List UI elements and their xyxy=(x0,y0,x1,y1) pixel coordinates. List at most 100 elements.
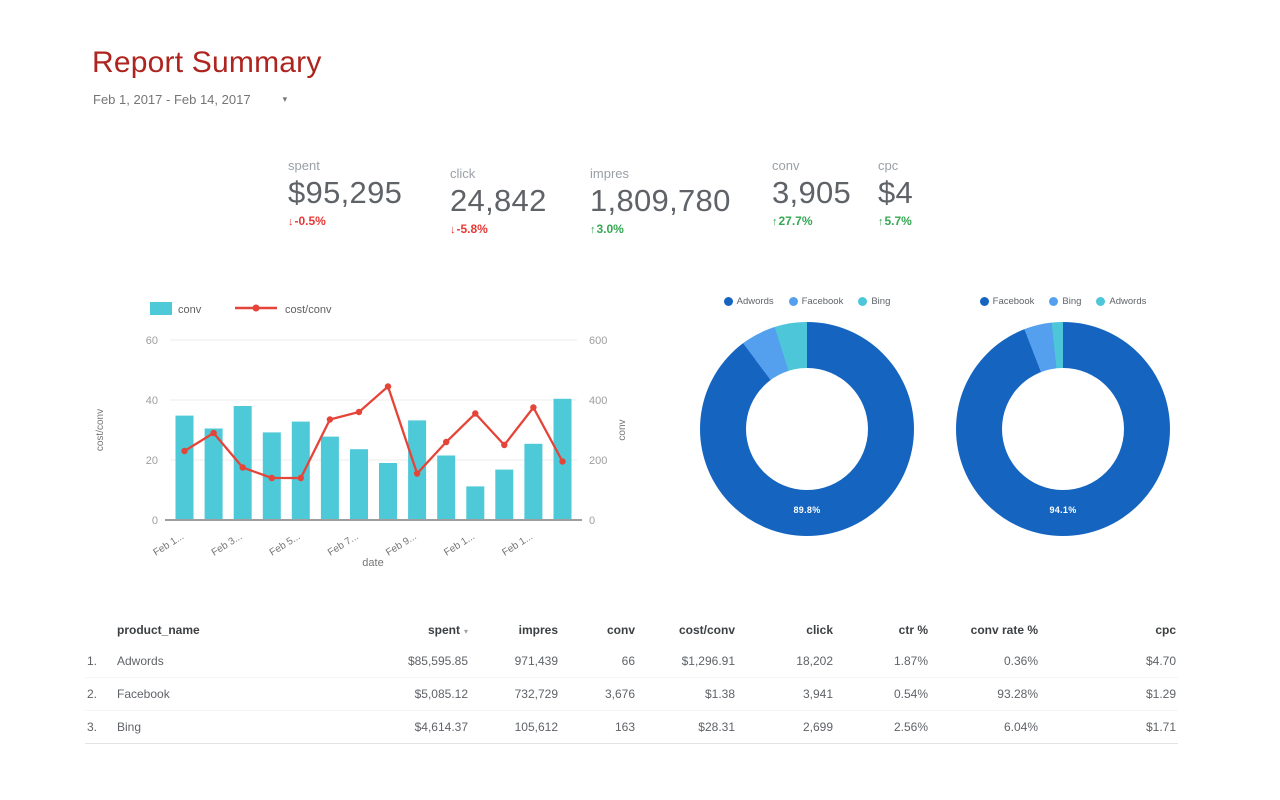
metric-value: 24,842 xyxy=(450,183,547,218)
legend-dot-icon xyxy=(1096,297,1106,306)
row-index: 2. xyxy=(87,687,98,701)
table-row: 2. Facebook $5,085.12 732,729 3,676 $1.38 3,94… xyxy=(85,678,1178,711)
legend-label: Facebook xyxy=(801,296,844,307)
slice-percentage-label: 94.1% xyxy=(1049,505,1077,515)
legend-dot-icon xyxy=(723,297,733,306)
chevron-down-icon: ▾ xyxy=(282,94,288,104)
left-axis-title: cost/conv xyxy=(95,409,106,451)
column-header-cpc[interactable]: cpc xyxy=(1155,623,1176,637)
column-header-conv-rate-[interactable]: conv rate % xyxy=(970,623,1038,637)
arrow-up-icon: ↑ xyxy=(878,216,884,228)
legend-label: Facebook xyxy=(992,296,1035,307)
metric-delta: ↓-5.8% xyxy=(450,222,488,236)
date-range-selector[interactable]: Feb 1, 2017 - Feb 14, 2017 ▾ xyxy=(93,92,287,107)
row-index: 3. xyxy=(87,720,98,734)
metric-label: conv xyxy=(772,158,800,173)
legend-label-costconv: cost/conv xyxy=(285,304,332,316)
arrow-up-icon: ↑ xyxy=(772,216,778,228)
bar-series-conv[interactable] xyxy=(175,398,572,520)
cell-click: 18,202 xyxy=(796,654,833,668)
x-axis-tick: Feb 1... xyxy=(442,531,477,558)
scorecard-conv: conv 3,905 ↑27.7% xyxy=(772,158,851,228)
donut-legend: Facebook Bing Adwords xyxy=(956,296,1170,307)
line-series-costconv[interactable] xyxy=(181,383,566,482)
left-axis-tick: 20 xyxy=(146,455,158,467)
metric-value: 3,905 xyxy=(772,175,852,210)
metric-label: spent xyxy=(288,158,320,173)
cell-impres: 105,612 xyxy=(514,720,558,734)
legend-item-facebook: Facebook xyxy=(788,296,844,307)
legend-item-facebook: Facebook xyxy=(979,296,1035,307)
legend-label: Adwords xyxy=(1109,296,1147,307)
legend-dot-icon xyxy=(1049,297,1059,306)
column-header-ctr-[interactable]: ctr % xyxy=(898,623,928,637)
x-axis-tick: Feb 1... xyxy=(152,531,187,558)
arrow-down-icon: ↓ xyxy=(450,224,456,236)
scorecard-click: click 24,842 ↓-5.8% xyxy=(450,166,547,236)
cell-ctr-: 1.87% xyxy=(893,654,928,668)
cell-conv: 66 xyxy=(621,654,635,668)
donut-ring[interactable]: 94.1% xyxy=(956,322,1170,536)
legend-swatch-conv xyxy=(150,302,172,315)
metric-label: impres xyxy=(590,166,630,181)
date-range-label: Feb 1, 2017 - Feb 14, 2017 xyxy=(93,92,251,107)
cell-conv-rate-: 6.04% xyxy=(1003,720,1038,734)
conv-costconv-combo-chart[interactable]: 0 20 40 60 0 200 400 600 Feb 1... Feb 3... Feb 5..… xyxy=(85,290,645,595)
column-header-cost-conv[interactable]: cost/conv xyxy=(678,623,735,637)
row-index: 1. xyxy=(87,654,98,668)
cell-cpc: $1.29 xyxy=(1145,687,1176,701)
donut-hole xyxy=(1002,368,1124,490)
x-axis-tick: Feb 3... xyxy=(210,531,245,558)
table-row: 3. Bing $4,614.37 105,612 163 $28.31 2,699 2.56… xyxy=(85,711,1178,744)
right-axis-tick: 600 xyxy=(589,335,607,347)
metric-label: click xyxy=(450,166,476,181)
cell-cost-conv: $28.31 xyxy=(698,720,735,734)
x-axis-title: date xyxy=(362,557,383,569)
table-header-row: product_name spent ▾ impres conv cost/conv cli… xyxy=(85,614,1178,645)
cell-product-name: Facebook xyxy=(117,687,170,701)
column-header-click[interactable]: click xyxy=(806,623,833,637)
cell-ctr-: 0.54% xyxy=(893,687,928,701)
scorecard-impres: impres 1,809,780 ↑3.0% xyxy=(590,166,731,236)
right-axis-tick: 0 xyxy=(589,515,595,527)
scorecard-spent: spent $95,295 ↓-0.5% xyxy=(288,158,402,228)
cell-impres: 971,439 xyxy=(514,654,558,668)
donut-ring[interactable]: 89.8% xyxy=(700,322,914,536)
cell-cpc: $4.70 xyxy=(1145,654,1176,668)
cell-spent: $5,085.12 xyxy=(414,687,468,701)
sort-desc-icon: ▾ xyxy=(463,627,468,636)
right-axis-tick: 400 xyxy=(589,395,607,407)
cell-spent: $4,614.37 xyxy=(414,720,468,734)
cell-impres: 732,729 xyxy=(514,687,558,701)
cell-conv: 163 xyxy=(614,720,635,734)
metric-value: 1,809,780 xyxy=(590,183,731,218)
legend-label: Bing xyxy=(1062,296,1082,307)
cell-click: 2,699 xyxy=(802,720,833,734)
legend-item-bing: Bing xyxy=(858,296,890,307)
left-axis-tick: 0 xyxy=(152,515,158,527)
product-table: product_name spent ▾ impres conv cost/conv cli… xyxy=(85,614,1180,744)
column-header-conv[interactable]: conv xyxy=(606,623,635,637)
combo-legend: conv cost/conv xyxy=(150,302,332,316)
legend-dot-icon xyxy=(788,297,798,306)
column-header-product-name[interactable]: product_name xyxy=(117,623,200,637)
metric-delta: ↑3.0% xyxy=(590,222,624,236)
legend-item-adwords: Adwords xyxy=(723,296,774,307)
legend-item-bing: Bing xyxy=(1049,296,1081,307)
donut-hole xyxy=(746,368,868,490)
metric-delta: ↑27.7% xyxy=(772,214,813,228)
x-axis-tick: Feb 5... xyxy=(268,531,303,558)
column-header-spent[interactable]: spent ▾ xyxy=(427,623,468,637)
column-header-impres[interactable]: impres xyxy=(518,623,558,637)
cell-cost-conv: $1,296.91 xyxy=(681,654,735,668)
cell-ctr-: 2.56% xyxy=(893,720,928,734)
metric-value: $4 xyxy=(878,175,914,210)
page-title: Report Summary xyxy=(92,46,322,79)
donut-legend: Adwords Facebook Bing xyxy=(700,296,914,307)
legend-label-conv: conv xyxy=(178,304,202,316)
legend-dot-icon xyxy=(979,297,989,306)
x-axis-tick: Feb 9... xyxy=(384,531,419,558)
table-row: 1. Adwords $85,595.85 971,439 66 $1,296.91 18,… xyxy=(85,645,1178,678)
x-axis-tick: Feb 7... xyxy=(326,531,361,558)
